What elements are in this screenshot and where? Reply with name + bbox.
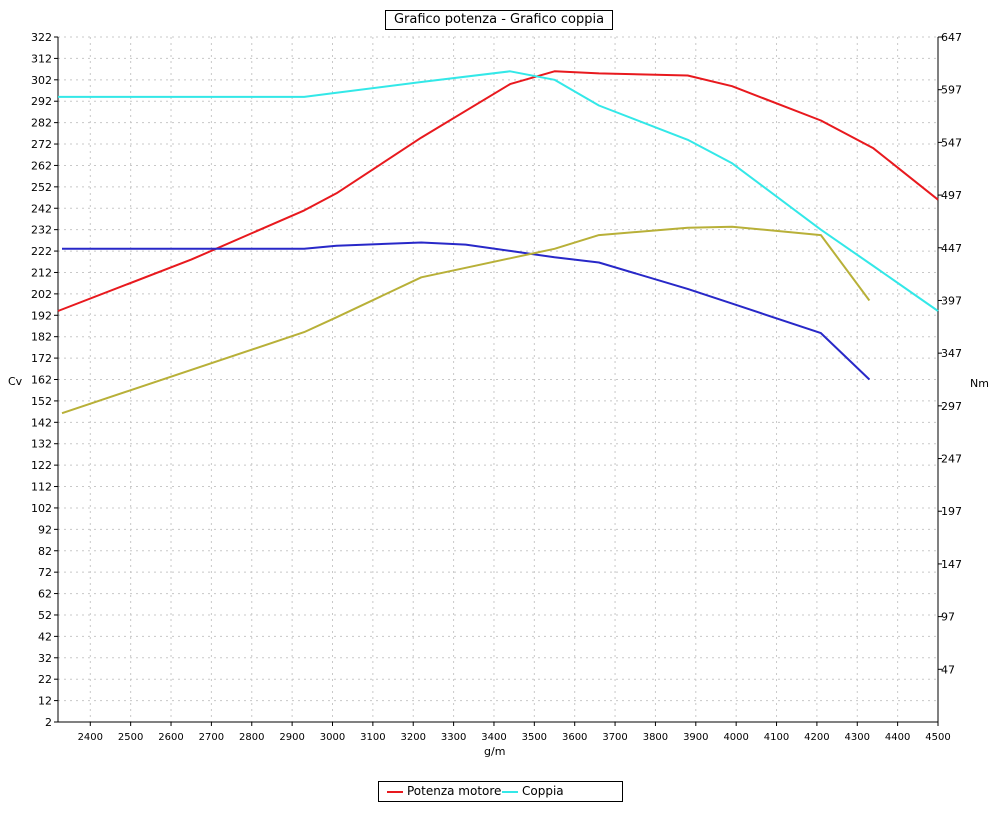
series-line-0 (57, 70, 939, 312)
y-axis-right-ticks: 47 97 147 197 247 297 347 397 447 497 547 597 647 (938, 31, 962, 676)
y-right-tick-label: 497 (941, 189, 962, 202)
x-tick-label: 4000 (723, 732, 748, 743)
x-tick-label: 3600 (562, 732, 587, 743)
y-left-tick-label: 192 (31, 309, 52, 322)
x-tick-label: 3700 (602, 732, 627, 743)
y-left-tick-label: 202 (31, 288, 52, 301)
y-left-tick-label: 182 (31, 331, 52, 344)
y-left-tick-label: 142 (31, 416, 52, 429)
x-tick-label: 3900 (683, 732, 708, 743)
x-axis-label: g/m (484, 745, 506, 758)
y-left-tick-label: 92 (38, 523, 52, 536)
x-tick-label: 4300 (845, 732, 870, 743)
y-axis-right-label: Nm (970, 377, 989, 390)
y-right-tick-label: 347 (941, 347, 962, 360)
x-tick-label: 3200 (401, 732, 426, 743)
y-left-tick-label: 212 (31, 266, 52, 279)
y-left-tick-label: 52 (38, 609, 52, 622)
y-right-tick-label: 447 (941, 242, 962, 255)
y-left-tick-label: 162 (31, 374, 52, 387)
y-left-tick-label: 282 (31, 117, 52, 130)
legend-swatch-potenza (387, 791, 403, 793)
y-left-tick-label: 272 (31, 138, 52, 151)
y-left-tick-label: 262 (31, 159, 52, 172)
x-tick-label: 3800 (643, 732, 668, 743)
y-left-tick-label: 62 (38, 588, 52, 601)
x-axis-ticks: 2400 2500 2600 2700 2800 2900 3000 3100 3200 3300… (78, 722, 951, 743)
y-axis-left-label: Cv (8, 375, 23, 388)
y-left-tick-label: 252 (31, 181, 52, 194)
x-tick-label: 2700 (199, 732, 224, 743)
y-left-tick-label: 72 (38, 566, 52, 579)
y-left-tick-label: 22 (38, 673, 52, 686)
y-right-tick-label: 547 (941, 136, 962, 149)
y-left-tick-label: 322 (31, 31, 52, 44)
x-tick-label: 2800 (239, 732, 264, 743)
x-tick-label: 2400 (78, 732, 103, 743)
y-right-tick-label: 97 (941, 611, 955, 624)
x-tick-label: 4200 (804, 732, 829, 743)
y-left-tick-label: 152 (31, 395, 52, 408)
y-left-tick-label: 312 (31, 52, 52, 65)
y-left-tick-label: 82 (38, 545, 52, 558)
grid (58, 36, 939, 723)
y-left-tick-label: 132 (31, 438, 52, 451)
legend-swatch-coppia (502, 791, 518, 793)
y-right-tick-label: 597 (941, 84, 962, 97)
y-left-tick-label: 2 (45, 716, 52, 729)
series-line-3 (61, 225, 871, 415)
y-right-tick-label: 47 (941, 663, 955, 676)
y-left-tick-label: 122 (31, 459, 52, 472)
y-right-tick-label: 297 (941, 400, 962, 413)
y-left-tick-label: 232 (31, 224, 52, 237)
x-tick-label: 3300 (441, 732, 466, 743)
y-left-tick-label: 242 (31, 202, 52, 215)
legend-label-potenza: Potenza motore (407, 784, 502, 798)
series-line-1 (58, 70, 939, 312)
y-left-tick-label: 112 (31, 481, 52, 494)
y-right-tick-label: 247 (941, 453, 962, 466)
y-right-tick-label: 147 (941, 558, 962, 571)
y-left-tick-label: 12 (38, 695, 52, 708)
y-left-tick-label: 302 (31, 74, 52, 87)
x-tick-label: 3100 (360, 732, 385, 743)
legend: Potenza motore Coppia (378, 781, 623, 802)
y-axis-left-ticks: 2122232425262728292102112122132142152162… (31, 31, 58, 729)
y-left-tick-label: 32 (38, 652, 52, 665)
legend-label-coppia: Coppia (522, 784, 564, 798)
y-left-tick-label: 102 (31, 502, 52, 515)
y-left-tick-label: 172 (31, 352, 52, 365)
y-right-tick-label: 197 (941, 505, 962, 518)
x-tick-label: 3000 (320, 732, 345, 743)
y-left-tick-label: 292 (31, 95, 52, 108)
x-tick-label: 3500 (522, 732, 547, 743)
x-tick-label: 2500 (118, 732, 143, 743)
x-tick-label: 3400 (481, 732, 506, 743)
x-tick-label: 2600 (158, 732, 183, 743)
y-left-tick-label: 42 (38, 630, 52, 643)
x-tick-label: 4500 (925, 732, 950, 743)
y-right-tick-label: 647 (941, 31, 962, 44)
y-left-tick-label: 222 (31, 245, 52, 258)
x-tick-label: 4100 (764, 732, 789, 743)
x-tick-label: 4400 (885, 732, 910, 743)
x-tick-label: 2900 (279, 732, 304, 743)
series-lines (57, 70, 939, 415)
chart-title: Grafico potenza - Grafico coppia (385, 10, 613, 30)
y-right-tick-label: 397 (941, 294, 962, 307)
